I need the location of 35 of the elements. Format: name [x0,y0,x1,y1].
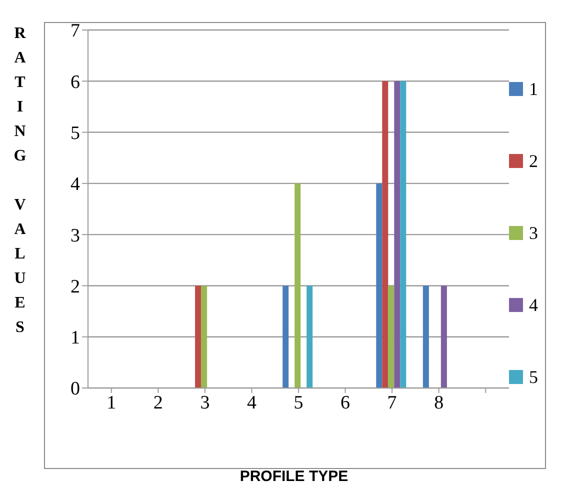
y-tick-label: 7 [70,20,80,42]
bar [382,81,388,388]
legend-label: 5 [529,366,538,388]
y-tick-label: 0 [70,378,80,400]
bar [306,286,313,388]
bar [394,81,400,388]
x-tick-label: 7 [387,392,397,414]
legend-label: 3 [529,222,538,244]
bar [195,286,202,388]
y-tick-label: 3 [70,225,80,246]
bar [440,286,447,388]
bar [388,286,394,388]
x-tick-label: 6 [340,392,350,414]
x-tick-label: 3 [200,392,210,414]
legend-label: 1 [529,78,538,100]
legend-label: 4 [529,294,538,316]
x-tick-label: 1 [106,392,116,414]
x-tick-label: 4 [246,392,257,414]
x-axis-title: PROFILE TYPE [238,468,350,485]
bar [422,286,429,388]
bar [294,183,301,388]
x-tick-label: 5 [294,392,304,414]
y-tick-label: 4 [70,174,80,196]
y-tick-label: 5 [70,123,80,144]
legend-label: 2 [529,150,538,172]
x-tick-label: 2 [153,392,163,414]
bar [376,183,382,388]
y-tick-label: 6 [70,72,80,93]
bar [400,81,406,388]
bar [282,286,289,388]
bar [201,286,208,388]
y-tick-label: 2 [70,276,80,298]
x-tick-label: 8 [434,392,444,414]
text: RATING VALUES [14,25,26,336]
y-tick-label: 1 [70,328,80,349]
